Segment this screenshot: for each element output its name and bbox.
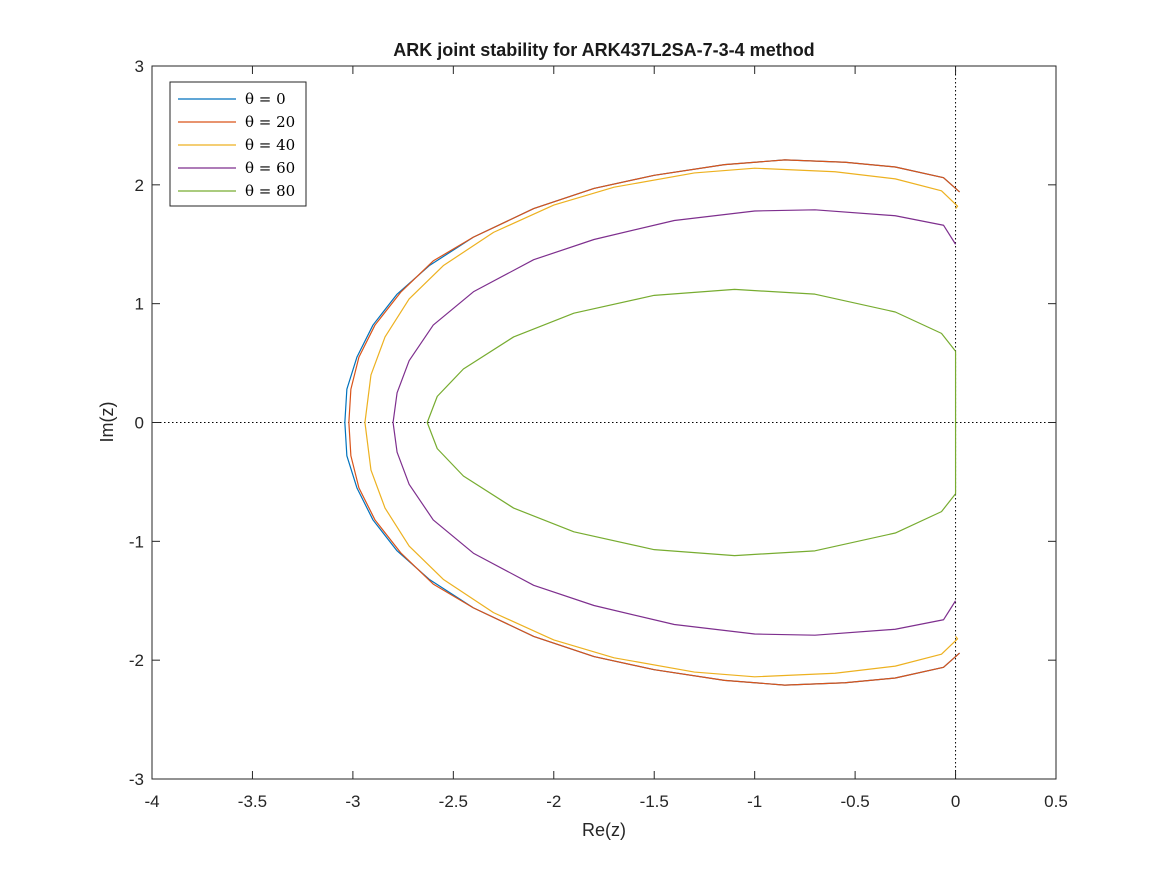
- x-tick-label: 0: [951, 792, 960, 811]
- legend: θ = 0 θ = 20 θ = 40 θ = 60 θ = 80: [169, 81, 307, 207]
- x-tick-label: -4: [144, 792, 159, 811]
- tick-layer: -4 -3.5 -3 -2.5 -2 -1.5 -1 -0.5 0 0.5 3 2 1 0 -1 -2 -3: [129, 57, 1068, 811]
- chart-title: ARK joint stability for ARK437L2SA-7-3-4…: [393, 40, 814, 60]
- x-tick-label: -2: [546, 792, 561, 811]
- series-line-3: [392, 209, 957, 636]
- legend-label-1: θ = 20: [245, 113, 295, 131]
- x-tick-label: -1: [747, 792, 762, 811]
- y-axis-label: Im(z): [97, 402, 117, 443]
- x-tick-label: -3: [345, 792, 360, 811]
- series-line-4: [426, 288, 957, 557]
- legend-label-0: θ = 0: [245, 90, 286, 108]
- y-tick-label: 0: [135, 414, 144, 433]
- y-tick-label: 1: [135, 295, 144, 314]
- series-layer: [344, 159, 960, 686]
- y-tick-label: 2: [135, 176, 144, 195]
- y-tick-label: -2: [129, 651, 144, 670]
- legend-label-3: θ = 60: [245, 159, 295, 177]
- series-line-2: [364, 167, 959, 678]
- x-tick-label: -0.5: [840, 792, 869, 811]
- series-line-1: [348, 159, 960, 686]
- y-tick-label: -1: [129, 532, 144, 551]
- x-tick-label: -3.5: [238, 792, 267, 811]
- x-tick-label: 0.5: [1044, 792, 1068, 811]
- legend-label-2: θ = 40: [245, 136, 295, 154]
- x-axis-label: Re(z): [582, 820, 626, 840]
- y-tick-label: 3: [135, 57, 144, 76]
- x-tick-label: -2.5: [439, 792, 468, 811]
- legend-label-4: θ = 80: [245, 182, 295, 200]
- x-tick-label: -1.5: [640, 792, 669, 811]
- legend-box: [169, 81, 307, 207]
- y-tick-label: -3: [129, 770, 144, 789]
